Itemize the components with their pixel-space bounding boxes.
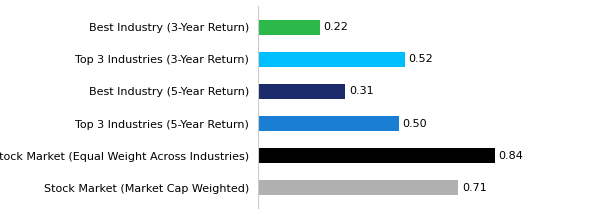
Bar <box>258 116 399 131</box>
Bar <box>258 180 459 195</box>
Text: 0.31: 0.31 <box>349 86 373 97</box>
Bar <box>258 84 346 99</box>
Bar <box>258 52 405 67</box>
Text: 0.71: 0.71 <box>462 183 486 193</box>
Text: 0.22: 0.22 <box>324 22 348 32</box>
Bar <box>258 148 495 163</box>
Text: 0.84: 0.84 <box>499 151 523 161</box>
Text: 0.50: 0.50 <box>403 118 427 129</box>
Bar <box>258 20 320 35</box>
Text: 0.52: 0.52 <box>408 54 433 64</box>
